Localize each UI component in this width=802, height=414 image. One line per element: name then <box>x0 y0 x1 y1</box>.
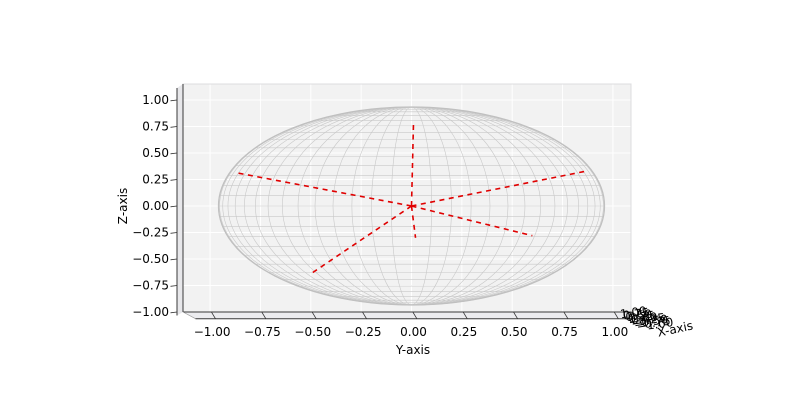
sphere-outline <box>217 106 606 306</box>
y-tick-label: 0.25 <box>450 325 477 339</box>
z-tick-label: 0.75 <box>142 120 169 134</box>
y-tick-label: 0.00 <box>400 325 427 339</box>
z-tick-mark <box>170 285 178 287</box>
x-tick-label: −0.25 <box>628 311 666 330</box>
x-tick-label: 0.00 <box>630 310 658 328</box>
y-tick-mark <box>463 312 468 320</box>
z-tick-mark <box>170 205 178 208</box>
z-tick-label: 0.50 <box>142 146 169 160</box>
z-tick-label: −1.00 <box>132 305 169 319</box>
y-tick-label: −0.25 <box>345 325 382 339</box>
z-tick-mark <box>170 232 178 234</box>
x-tick-label: 0.75 <box>622 305 650 323</box>
floor-pane <box>183 312 644 319</box>
y-tick-mark <box>412 312 418 320</box>
y-tick-label: −1.00 <box>194 325 231 339</box>
chart-layer: −1.00 −0.75 −0.50 −0.25 0.00 0.25 0.50 0.75 1.00… <box>132 83 674 339</box>
z-tick-mark <box>170 126 178 128</box>
y-tick-mark <box>261 312 267 320</box>
y-axis-label: Y-axis <box>395 343 430 357</box>
z-tick-label: −0.75 <box>132 279 169 293</box>
z-axis-label: Z-axis <box>116 188 130 224</box>
y-tick-label: −0.75 <box>244 325 281 339</box>
y-tick-mark <box>614 312 619 320</box>
x-tick-mark <box>643 318 648 322</box>
y-tick-mark <box>513 312 519 320</box>
corner-edge <box>182 311 196 320</box>
y-tick-mark <box>362 312 367 320</box>
y-tick-mark <box>563 312 569 320</box>
x-tick-label: 0.50 <box>625 307 653 325</box>
y-tick-label: −0.50 <box>294 325 331 339</box>
x-tick-label: −0.50 <box>630 312 668 331</box>
vector-line <box>238 172 412 207</box>
vector-line <box>410 122 415 207</box>
x-tick-label: 0.25 <box>627 308 655 326</box>
x-tick-label: −1.00 <box>636 315 674 334</box>
z-tick-mark <box>170 311 178 314</box>
back-pane <box>183 84 631 312</box>
vector-line <box>411 170 587 207</box>
left-pane <box>177 84 183 316</box>
y-tick-mark <box>311 312 317 320</box>
z-tick-label: −0.25 <box>132 226 169 240</box>
z-tick-label: 0.25 <box>142 173 169 187</box>
z-tick-label: −0.50 <box>132 252 169 266</box>
vector-line <box>411 205 533 237</box>
z-tick-mark <box>170 258 178 261</box>
y-tick-mark <box>211 312 216 320</box>
z-tick-mark <box>170 152 178 155</box>
z-tick-mark <box>170 179 178 181</box>
z-tick-label: 1.00 <box>142 93 169 107</box>
x-tick-label: 1.00 <box>619 304 647 322</box>
z-tick-label: 0.00 <box>142 199 169 213</box>
y-tick-label: 0.75 <box>551 325 578 339</box>
x-tick-label: −0.75 <box>633 314 671 333</box>
vector-line <box>310 205 412 275</box>
y-tick-label: 1.00 <box>602 325 629 339</box>
y-tick-label: 0.50 <box>501 325 528 339</box>
z-tick-mark <box>170 99 178 102</box>
